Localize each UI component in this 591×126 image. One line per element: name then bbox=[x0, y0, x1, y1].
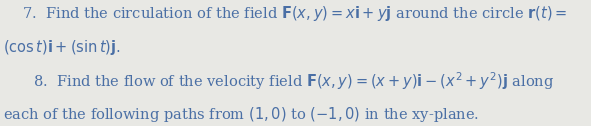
Text: 8.  Find the flow of the velocity field $\mathbf{F}(x, y) = (x + y)\mathbf{i} - : 8. Find the flow of the velocity field $… bbox=[33, 71, 554, 92]
Text: $(\cos t)\mathbf{i}+ (\sin t)\mathbf{j}.$: $(\cos t)\mathbf{i}+ (\sin t)\mathbf{j}.… bbox=[3, 38, 121, 57]
Text: each of the following paths from $(1, 0)$ to $(-1, 0)$ in the xy-plane.: each of the following paths from $(1, 0)… bbox=[3, 105, 479, 124]
Text: 7.  Find the circulation of the field $\mathbf{F}(x, y) = x\mathbf{i}+y\mathbf{j: 7. Find the circulation of the field $\m… bbox=[22, 4, 568, 23]
